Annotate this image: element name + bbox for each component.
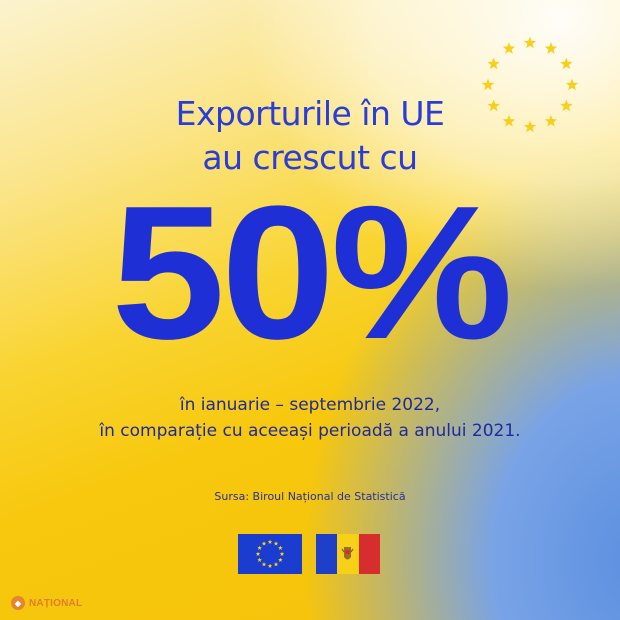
eu-star-icon	[560, 99, 573, 112]
eu-star-icon	[560, 57, 573, 70]
headline-line-1: Exporturile în UE	[175, 94, 445, 133]
eu-star-icon	[544, 42, 558, 54]
source-text: Sursa: Biroul Național de Statistică	[214, 490, 406, 503]
eu-star-icon	[273, 561, 279, 567]
eu-star-icon	[257, 557, 262, 562]
big-percentage: 50%	[111, 167, 513, 379]
period-text: în ianuarie – septembrie 2022, în compar…	[0, 392, 620, 444]
eu-star-icon	[257, 545, 262, 550]
eu-star-icon	[261, 561, 267, 567]
headline: Exporturile în UE au crescut cu	[0, 92, 620, 180]
eu-star-icon	[565, 78, 579, 91]
md-flag-red-stripe	[358, 534, 380, 574]
eu-star-icon	[278, 557, 283, 562]
eu-stars-icon	[481, 36, 579, 133]
eu-star-icon	[279, 551, 285, 556]
moldova-flag-icon	[316, 534, 380, 574]
eu-star-icon	[278, 545, 283, 550]
eu-star-icon	[481, 78, 495, 91]
md-flag-blue-stripe	[316, 534, 338, 574]
eu-star-icon	[544, 114, 558, 127]
eu-star-icon	[261, 541, 267, 546]
eu-star-icon	[523, 120, 537, 133]
eu-star-icon	[502, 114, 516, 127]
eu-star-icon	[255, 551, 261, 556]
md-flag-yellow-stripe	[337, 534, 359, 574]
eu-star-icon	[273, 541, 279, 546]
logo-text: NAȚIONAL	[29, 597, 83, 609]
eu-star-icon	[267, 539, 273, 544]
period-line-2: în comparație cu aceeași perioadă a anul…	[99, 421, 521, 441]
headline-line-2: au crescut cu	[202, 138, 418, 177]
national-logo: ◆ NAȚIONAL	[11, 596, 82, 610]
period-line-1: în ianuarie – septembrie 2022,	[179, 395, 441, 415]
eu-star-icon	[267, 563, 273, 568]
eu-flag-icon	[238, 534, 302, 574]
eu-star-icon	[523, 36, 537, 49]
eu-star-icon	[487, 57, 500, 70]
national-logo-icon: ◆	[11, 596, 25, 610]
eu-star-icon	[487, 99, 500, 112]
eu-star-icon	[502, 42, 516, 54]
